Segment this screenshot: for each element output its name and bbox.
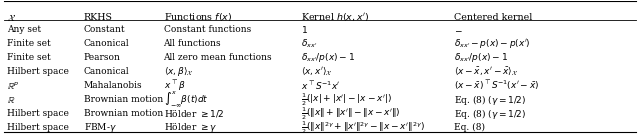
Text: Kernel $h(x,x^{\prime})$: Kernel $h(x,x^{\prime})$: [301, 11, 369, 23]
Text: $\langle x-\bar{x}, x^{\prime}-\bar{x}\rangle_{\mathcal{X}}$: $\langle x-\bar{x}, x^{\prime}-\bar{x}\r…: [454, 66, 518, 78]
Text: RKHS: RKHS: [84, 13, 113, 22]
Text: $\mathbb{R}$: $\mathbb{R}$: [7, 95, 15, 105]
Text: $(x-\bar{x})^\top S^{-1}(x^{\prime}-\bar{x})$: $(x-\bar{x})^\top S^{-1}(x^{\prime}-\bar…: [454, 79, 540, 92]
Text: Constant: Constant: [84, 25, 125, 34]
Text: FBM-$\gamma$: FBM-$\gamma$: [84, 121, 116, 134]
Text: Hilbert space: Hilbert space: [7, 109, 69, 118]
Text: Any set: Any set: [7, 25, 41, 34]
Text: $\delta_{xx^{\prime}}/p(x) - 1$: $\delta_{xx^{\prime}}/p(x) - 1$: [454, 51, 508, 64]
Text: $\delta_{xx^{\prime}} - p(x) - p(x^{\prime})$: $\delta_{xx^{\prime}} - p(x) - p(x^{\pri…: [454, 37, 531, 50]
Text: Centered kernel: Centered kernel: [454, 13, 532, 22]
Text: $\langle x, \beta\rangle_{\mathcal{X}}$: $\langle x, \beta\rangle_{\mathcal{X}}$: [164, 65, 193, 78]
Text: Hilbert space: Hilbert space: [7, 67, 69, 76]
Text: Pearson: Pearson: [84, 53, 120, 62]
Text: $\langle x, x^{\prime}\rangle_{\mathcal{X}}$: $\langle x, x^{\prime}\rangle_{\mathcal{…: [301, 66, 332, 78]
Text: $\frac{1}{2}(\|x\|^{2\gamma}+\|x^{\prime}\|^{2\gamma}-\|x-x^{\prime}\|^{2\gamma}: $\frac{1}{2}(\|x\|^{2\gamma}+\|x^{\prime…: [301, 119, 425, 136]
Text: Mahalanobis: Mahalanobis: [84, 81, 142, 90]
Text: All zero mean functions: All zero mean functions: [164, 53, 272, 62]
Text: $\frac{1}{2}(\|x\|+\|x^{\prime}\|-\|x-x^{\prime}\|)$: $\frac{1}{2}(\|x\|+\|x^{\prime}\|-\|x-x^…: [301, 105, 401, 122]
Text: Eq. (8) $(\gamma=1/2)$: Eq. (8) $(\gamma=1/2)$: [454, 93, 527, 107]
Text: Hölder $\geq \gamma$: Hölder $\geq \gamma$: [164, 121, 217, 134]
Text: Canonical: Canonical: [84, 67, 129, 76]
Text: $1$: $1$: [301, 24, 308, 35]
Text: All functions: All functions: [164, 39, 221, 48]
Text: Finite set: Finite set: [7, 39, 51, 48]
Text: $\int_{-\infty}^{x}\beta(t)dt$: $\int_{-\infty}^{x}\beta(t)dt$: [164, 90, 209, 109]
Text: $\frac{1}{2}(|x|+|x^{\prime}|-|x-x^{\prime}|)$: $\frac{1}{2}(|x|+|x^{\prime}|-|x-x^{\pri…: [301, 91, 392, 108]
Text: Brownian motion: Brownian motion: [84, 109, 163, 118]
Text: Hilbert space: Hilbert space: [7, 123, 69, 132]
Text: Canonical: Canonical: [84, 39, 129, 48]
Text: Eq. (8): Eq. (8): [454, 123, 485, 132]
Text: $\mathbb{R}^p$: $\mathbb{R}^p$: [7, 80, 20, 91]
Text: Eq. (8) $(\gamma=1/2)$: Eq. (8) $(\gamma=1/2)$: [454, 107, 527, 121]
Text: $\delta_{xx^{\prime}}$: $\delta_{xx^{\prime}}$: [301, 37, 317, 50]
Text: Functions $f(x)$: Functions $f(x)$: [164, 11, 232, 23]
Text: $x^\top S^{-1}x^{\prime}$: $x^\top S^{-1}x^{\prime}$: [301, 79, 340, 92]
Text: Hölder $\geq 1/2$: Hölder $\geq 1/2$: [164, 108, 224, 119]
Text: Brownian motion: Brownian motion: [84, 95, 163, 104]
Text: $\mathcal{X}$: $\mathcal{X}$: [7, 12, 16, 22]
Text: $\delta_{xx^{\prime}}/p(x) - 1$: $\delta_{xx^{\prime}}/p(x) - 1$: [301, 51, 355, 64]
Text: $-$: $-$: [454, 25, 463, 34]
Text: Finite set: Finite set: [7, 53, 51, 62]
Text: $x^\top \beta$: $x^\top \beta$: [164, 78, 185, 93]
Text: Constant functions: Constant functions: [164, 25, 251, 34]
